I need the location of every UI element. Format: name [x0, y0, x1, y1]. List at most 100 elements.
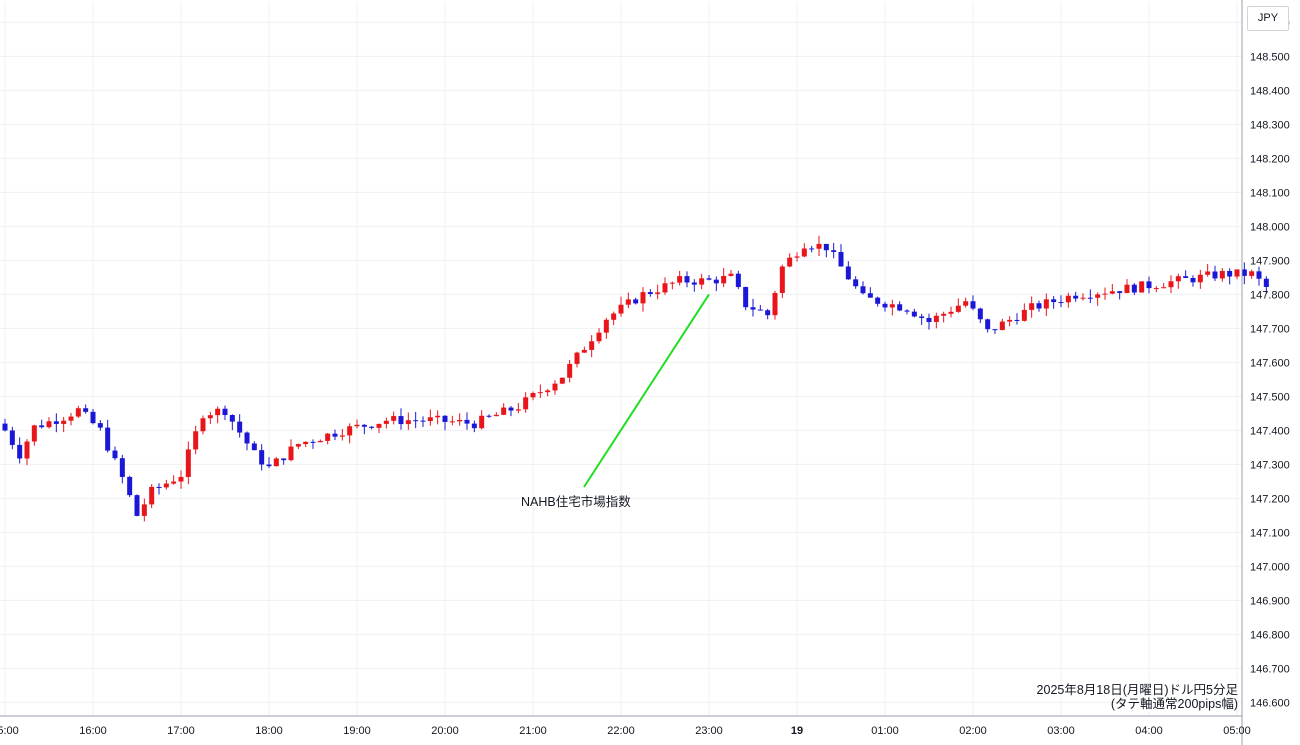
candle-body: [559, 377, 565, 384]
price-tick: 147.300: [1250, 459, 1290, 471]
candle-body: [867, 293, 873, 298]
candle-body: [90, 411, 96, 424]
candle-body: [141, 504, 147, 516]
candle-body: [1131, 284, 1137, 293]
candle-body: [156, 486, 162, 488]
candle-body: [779, 266, 785, 293]
chart-caption: 2025年8月18日(月曜日)ドル円5分足 (タテ軸通常200pips幅): [1037, 683, 1238, 711]
annotation-label: NAHB住宅市場指数: [521, 495, 631, 509]
candle-body: [508, 407, 514, 411]
candle-body: [1021, 309, 1027, 321]
candle-body: [1168, 281, 1174, 288]
candles: [2, 235, 1269, 522]
candle-body: [383, 420, 389, 424]
candle-body: [1007, 319, 1013, 322]
price-tick: 147.200: [1250, 493, 1290, 505]
candle-body: [713, 279, 719, 284]
price-tick: 147.600: [1250, 357, 1290, 369]
candle-body: [816, 243, 822, 249]
annotation-pointer-line: [583, 293, 710, 488]
candle-body: [471, 423, 477, 429]
time-tick: 23:00: [695, 725, 723, 737]
price-tick: 147.000: [1250, 561, 1290, 573]
candle-body: [303, 441, 309, 445]
candle-body: [662, 283, 668, 293]
time-tick: 15:00: [0, 725, 19, 737]
currency-label[interactable]: JPY: [1247, 6, 1289, 31]
candle-body: [882, 303, 888, 308]
candle-body: [266, 464, 272, 467]
candle-body: [1058, 302, 1064, 304]
candle-body: [1036, 303, 1042, 309]
candle-body: [655, 292, 661, 294]
price-tick: 148.200: [1250, 153, 1290, 165]
candle-body: [295, 444, 301, 447]
price-tick: 146.600: [1250, 697, 1290, 709]
candle-body: [501, 407, 507, 415]
candle-body: [1219, 270, 1225, 279]
candle-body: [765, 310, 771, 316]
price-tick: 147.900: [1250, 255, 1290, 267]
candle-body: [398, 416, 404, 425]
candle-body: [229, 415, 235, 422]
candle-body: [1109, 291, 1115, 294]
candle-body: [347, 426, 353, 436]
candle-body: [1197, 274, 1203, 283]
candle-body: [1117, 291, 1123, 294]
candle-body: [486, 415, 492, 417]
candle-body: [999, 321, 1005, 331]
candle-body: [193, 431, 199, 450]
candle-body: [97, 423, 103, 428]
candle-body: [134, 495, 140, 516]
candle-body: [435, 415, 441, 418]
candle-body: [222, 408, 228, 416]
candle-body: [1175, 276, 1181, 282]
time-tick: 20:00: [431, 725, 459, 737]
candle-body: [669, 282, 675, 284]
time-tick: 22:00: [607, 725, 635, 737]
price-axis[interactable]: 148.600148.500148.400148.300148.200148.1…: [1250, 17, 1290, 709]
price-tick: 146.900: [1250, 595, 1290, 607]
time-tick: 02:00: [959, 725, 987, 737]
candle-body: [1051, 299, 1057, 303]
price-tick: 147.100: [1250, 527, 1290, 539]
candle-body: [1153, 288, 1159, 290]
candle-body: [1043, 299, 1049, 309]
candle-body: [68, 416, 74, 421]
time-tick: 05:00: [1223, 725, 1251, 737]
time-axis[interactable]: 15:00 16:00 17:00 18:00 19:00 20:00 21:00 22:00…: [0, 725, 1251, 737]
candle-body: [743, 287, 749, 308]
candle-body: [1102, 293, 1108, 295]
candle-body: [361, 424, 367, 427]
time-tick: 04:00: [1135, 725, 1163, 737]
candle-body: [537, 392, 543, 394]
candle-body: [1029, 303, 1035, 310]
candle-body: [479, 415, 485, 429]
candle-body: [1227, 270, 1233, 277]
candle-body: [750, 307, 756, 310]
candle-body: [860, 286, 866, 294]
candle-body: [178, 476, 184, 482]
candle-body: [801, 248, 807, 257]
candle-body: [325, 433, 331, 441]
candle-body: [339, 435, 345, 437]
price-tick: 147.700: [1250, 323, 1290, 335]
candle-body: [1087, 297, 1093, 299]
candle-body: [464, 419, 470, 424]
candle-body: [794, 256, 800, 258]
candle-body: [809, 248, 815, 250]
candle-body: [1161, 287, 1167, 289]
price-tick: 148.000: [1250, 221, 1290, 233]
candle-body: [493, 414, 499, 417]
candle-body: [288, 446, 294, 461]
time-tick: 18:00: [255, 725, 283, 737]
candle-body: [24, 441, 30, 459]
candle-body: [376, 423, 382, 428]
candle-body: [904, 310, 910, 312]
candle-body: [948, 311, 954, 314]
candle-body: [369, 426, 375, 428]
candle-body: [273, 458, 279, 467]
candle-body: [919, 316, 925, 318]
candle-body: [977, 308, 983, 320]
grid-lines: [0, 2, 1242, 716]
